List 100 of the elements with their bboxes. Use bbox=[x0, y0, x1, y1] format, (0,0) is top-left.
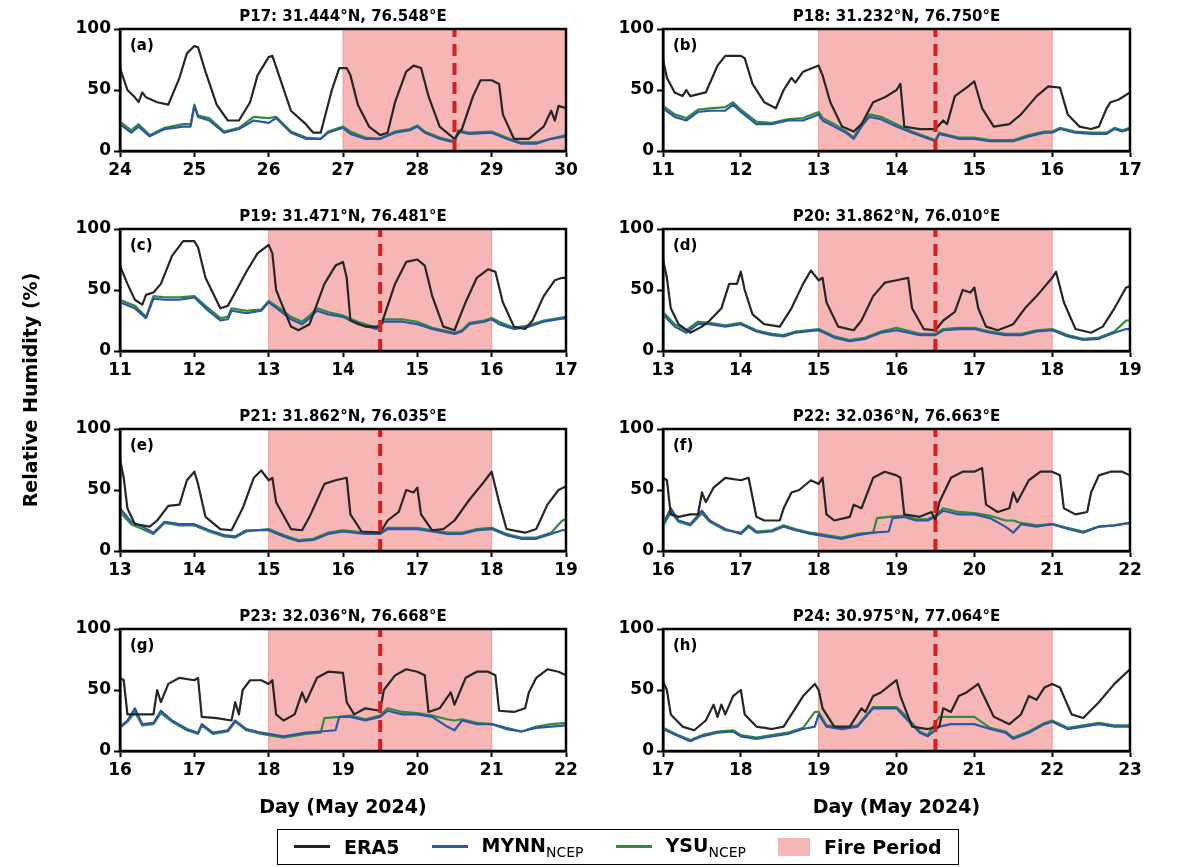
x-tick-label: 13 bbox=[806, 158, 831, 179]
y-tick-label: 0 bbox=[642, 339, 655, 360]
x-tick-label: 25 bbox=[182, 158, 207, 179]
x-tick-label: 14 bbox=[884, 158, 909, 179]
annotation: (h) bbox=[673, 636, 698, 655]
x-tick-label: 16 bbox=[479, 358, 504, 379]
y-tick-label: 0 bbox=[642, 139, 655, 160]
x-tick-label: 14 bbox=[182, 558, 207, 579]
legend-label: YSU$_{NCEP}$ bbox=[665, 834, 746, 860]
y-tick-label: 50 bbox=[630, 478, 655, 499]
y-tick-label: 0 bbox=[99, 339, 112, 360]
x-tick-label: 17 bbox=[405, 558, 430, 579]
y-tick-label: 100 bbox=[618, 417, 655, 438]
x-tick-label: 20 bbox=[405, 758, 430, 779]
y-tick-label: 50 bbox=[87, 678, 112, 699]
y-tick-label: 0 bbox=[99, 539, 112, 560]
y-tick-label: 50 bbox=[87, 78, 112, 99]
x-tick-label: 21 bbox=[479, 758, 504, 779]
chart-title: P24: 30.975°N, 77.064°E bbox=[792, 607, 1001, 626]
x-tick-label: 21 bbox=[962, 758, 987, 779]
y-axis-title: Relative Humidity (%) bbox=[19, 272, 41, 508]
annotation: (e) bbox=[130, 436, 154, 455]
x-tick-label: 24 bbox=[108, 158, 132, 179]
x-tick-label: 17 bbox=[554, 358, 578, 379]
x-tick-label: 20 bbox=[962, 558, 987, 579]
annotation: (f) bbox=[673, 436, 694, 455]
x-tick-label: 13 bbox=[108, 558, 132, 579]
y-tick-label: 50 bbox=[630, 278, 655, 299]
x-tick-label: 18 bbox=[1040, 358, 1064, 379]
x-tick-label: 16 bbox=[1040, 158, 1064, 179]
x-tick-label: 30 bbox=[554, 158, 578, 179]
x-tick-label: 12 bbox=[729, 158, 753, 179]
x-tick-label: 18 bbox=[806, 558, 831, 579]
x-tick-label: 16 bbox=[108, 758, 132, 779]
x-tick-label: 17 bbox=[962, 358, 987, 379]
chart-title: P18: 31.232°N, 76.750°E bbox=[792, 7, 1001, 26]
x-tick-label: 13 bbox=[651, 358, 675, 379]
x-tick-label: 19 bbox=[884, 558, 909, 579]
x-tick-label: 19 bbox=[806, 758, 831, 779]
y-tick-label: 0 bbox=[642, 539, 655, 560]
x-tick-label: 17 bbox=[651, 758, 675, 779]
x-tick-label: 27 bbox=[331, 158, 355, 179]
y-tick-label: 0 bbox=[642, 739, 655, 760]
annotation: (a) bbox=[130, 36, 154, 55]
annotation: (g) bbox=[130, 636, 155, 655]
y-tick-label: 100 bbox=[75, 217, 112, 238]
x-tick-label: 19 bbox=[331, 758, 355, 779]
x-tick-label: 29 bbox=[479, 158, 504, 179]
x-tick-label: 15 bbox=[962, 158, 987, 179]
x-tick-label: 16 bbox=[331, 558, 355, 579]
chart-title: P22: 32.036°N, 76.663°E bbox=[792, 407, 1001, 426]
x-tick-label: 14 bbox=[331, 358, 355, 379]
x-tick-label: 22 bbox=[554, 758, 578, 779]
x-tick-label: 16 bbox=[884, 358, 909, 379]
x-axis-title: Day (May 2024) bbox=[812, 794, 981, 817]
x-tick-label: 23 bbox=[1118, 758, 1142, 779]
y-tick-label: 100 bbox=[75, 17, 112, 38]
y-tick-label: 50 bbox=[87, 278, 112, 299]
x-tick-label: 11 bbox=[108, 358, 132, 379]
x-tick-label: 17 bbox=[182, 758, 207, 779]
legend-label: ERA5 bbox=[344, 835, 400, 858]
x-tick-label: 26 bbox=[256, 158, 281, 179]
chart-title: P21: 31.862°N, 76.035°E bbox=[239, 407, 447, 426]
chart-title: P19: 31.471°N, 76.481°E bbox=[239, 207, 447, 226]
x-tick-label: 20 bbox=[884, 758, 909, 779]
y-tick-label: 0 bbox=[99, 739, 112, 760]
legend-label: MYNN$_{NCEP}$ bbox=[481, 834, 584, 860]
annotation: (c) bbox=[130, 236, 153, 255]
x-tick-label: 13 bbox=[256, 358, 281, 379]
annotation: (d) bbox=[673, 236, 698, 255]
chart-title: P20: 31.862°N, 76.010°E bbox=[792, 207, 1001, 226]
y-tick-label: 50 bbox=[87, 478, 112, 499]
x-tick-label: 17 bbox=[1118, 158, 1142, 179]
x-axis-title: Day (May 2024) bbox=[259, 794, 427, 817]
chart-title: P23: 32.036°N, 76.668°E bbox=[239, 607, 447, 626]
y-tick-label: 50 bbox=[630, 678, 655, 699]
x-tick-label: 18 bbox=[729, 758, 753, 779]
y-tick-label: 100 bbox=[618, 617, 655, 638]
x-tick-label: 19 bbox=[1118, 358, 1142, 379]
x-tick-label: 18 bbox=[479, 558, 504, 579]
x-tick-label: 15 bbox=[806, 358, 831, 379]
x-tick-label: 17 bbox=[729, 558, 753, 579]
x-tick-label: 14 bbox=[729, 358, 753, 379]
y-tick-label: 100 bbox=[75, 417, 112, 438]
y-tick-label: 50 bbox=[630, 78, 655, 99]
x-tick-label: 15 bbox=[256, 558, 281, 579]
x-tick-label: 19 bbox=[554, 558, 578, 579]
x-tick-label: 22 bbox=[1040, 758, 1064, 779]
legend-label: Fire Period bbox=[823, 835, 942, 858]
y-tick-label: 0 bbox=[99, 139, 112, 160]
x-tick-label: 21 bbox=[1040, 558, 1064, 579]
x-tick-label: 15 bbox=[405, 358, 430, 379]
annotation: (b) bbox=[673, 36, 698, 55]
chart-title: P17: 31.444°N, 76.548°E bbox=[239, 7, 447, 26]
y-tick-label: 100 bbox=[618, 217, 655, 238]
x-tick-label: 28 bbox=[405, 158, 430, 179]
x-tick-label: 16 bbox=[651, 558, 675, 579]
x-tick-label: 12 bbox=[182, 358, 207, 379]
x-tick-label: 11 bbox=[651, 158, 675, 179]
x-tick-label: 22 bbox=[1118, 558, 1142, 579]
